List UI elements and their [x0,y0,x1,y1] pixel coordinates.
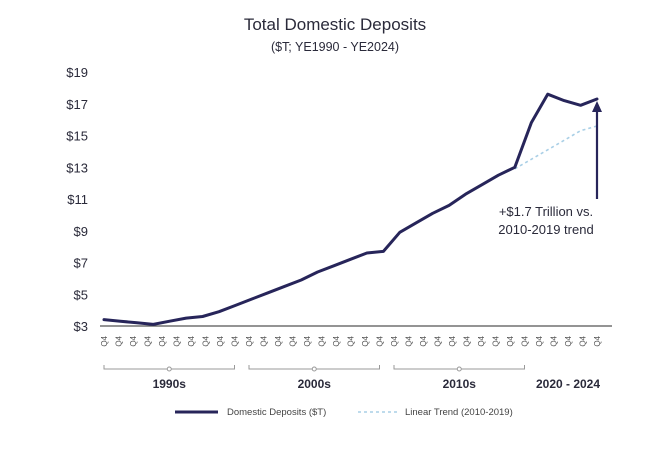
y-tick-label: $15 [66,129,88,144]
x-tick-label: Q4 [550,335,559,346]
x-tick-label: Q4 [289,335,298,346]
annotation-arrowhead [592,100,602,112]
y-tick-label: $3 [74,319,88,334]
x-tick-label: Q4 [390,335,399,346]
y-tick-label: $9 [74,224,88,239]
annotation: +$1.7 Trillion vs. 2010-2019 trend [498,100,602,237]
legend: Domestic Deposits ($T) Linear Trend (201… [175,407,513,418]
x-tick-label: Q4 [347,335,356,346]
x-axis-tick-labels: Q4 Q4 Q4 Q4 Q4 Q4 Q4 Q4 Q4 Q4 Q4 Q4 Q4 Q4 Q4 Q4 Q4 Q4 Q4 Q4… [100,335,602,346]
x-tick-label: Q4 [202,335,211,346]
y-tick-label: $7 [74,256,88,271]
x-tick-label: Q4 [564,335,573,346]
chart-subtitle: ($T; YE1990 - YE2024) [271,40,399,54]
x-tick-label: Q4 [158,335,167,346]
x-tick-label: Q4 [332,335,341,346]
x-tick-label: Q4 [144,335,153,346]
trend-line [514,125,598,170]
x-tick-label: Q4 [173,335,182,346]
x-tick-label: Q4 [100,335,109,346]
x-tick-label: Q4 [579,335,588,346]
group-bracket-marker [311,366,317,372]
x-tick-label: Q4 [129,335,138,346]
x-tick-label: Q4 [274,335,283,346]
y-tick-label: $17 [66,97,88,112]
y-tick-label: $5 [74,287,88,302]
x-tick-label: Q4 [115,335,124,346]
annotation-line-1: +$1.7 Trillion vs. [499,204,593,219]
group-label: 1990s [153,377,187,391]
x-tick-label: Q4 [506,335,515,346]
legend-label-deposits: Domestic Deposits ($T) [227,407,326,418]
x-tick-label: Q4 [245,335,254,346]
x-tick-label: Q4 [521,335,530,346]
group-label: 2000s [298,377,332,391]
x-tick-label: Q4 [492,335,501,346]
x-tick-label: Q4 [376,335,385,346]
x-tick-label: Q4 [361,335,370,346]
y-tick-label: $19 [66,65,88,80]
x-tick-label: Q4 [535,335,544,346]
x-tick-label: Q4 [477,335,486,346]
y-tick-label: $11 [67,192,88,207]
x-tick-label: Q4 [187,335,196,346]
x-tick-label: Q4 [216,335,225,346]
x-tick-label: Q4 [463,335,472,346]
group-bracket-marker [166,366,172,372]
x-tick-label: Q4 [434,335,443,346]
annotation-line-2: 2010-2019 trend [498,222,593,237]
x-tick-label: Q4 [318,335,327,346]
y-axis: $3 $5 $7 $9 $11 $13 $15 $17 $19 [66,65,88,334]
y-tick-label: $13 [66,160,88,175]
x-axis-groups: 1990s 2000s 2010s 2020 - 2024 [103,365,600,391]
deposits-line [102,92,599,326]
x-tick-label: Q4 [260,335,269,346]
group-bracket-marker [456,366,462,372]
group-label: 2010s [443,377,477,391]
x-tick-label: Q4 [448,335,457,346]
x-tick-label: Q4 [405,335,414,346]
x-tick-label: Q4 [593,335,602,346]
x-tick-label: Q4 [419,335,428,346]
x-tick-label: Q4 [231,335,240,346]
chart-title: Total Domestic Deposits [244,15,426,34]
legend-label-trend: Linear Trend (2010-2019) [405,407,513,418]
group-label: 2020 - 2024 [536,377,600,391]
x-tick-label: Q4 [303,335,312,346]
